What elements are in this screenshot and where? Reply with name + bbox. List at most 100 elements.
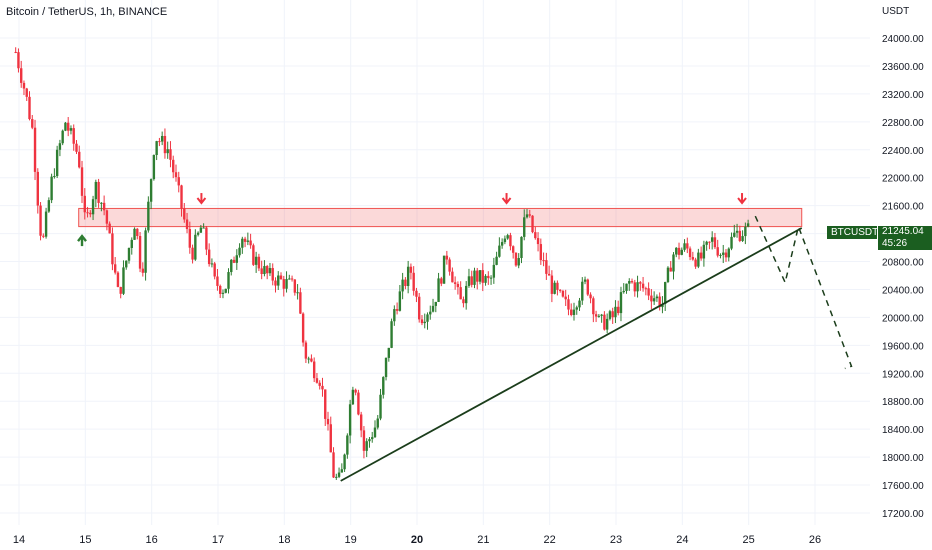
- candle-body: [583, 279, 587, 282]
- candle-body: [343, 454, 346, 470]
- candle-body: [348, 404, 352, 436]
- candle-body: [437, 278, 440, 302]
- candle-body: [641, 283, 645, 289]
- candle-body: [362, 430, 366, 451]
- y-tick-label: 17200.00: [882, 509, 924, 520]
- resistance-zone: [78, 207, 803, 228]
- candle-body: [429, 311, 432, 315]
- candle-body: [44, 211, 48, 237]
- candle-body: [647, 288, 650, 296]
- candle-body: [183, 208, 186, 220]
- price-value: 21245.04 45:26: [877, 226, 932, 250]
- candle-body: [75, 143, 78, 152]
- candle-body: [570, 309, 573, 315]
- candle-body: [100, 202, 103, 204]
- candle-body: [639, 282, 642, 284]
- candle-body: [340, 469, 344, 473]
- x-tick-label: 21: [477, 534, 489, 546]
- candle-body: [191, 247, 194, 260]
- y-tick-label: 18400.00: [882, 425, 924, 436]
- candle-body: [274, 280, 277, 286]
- candle-body: [445, 255, 449, 260]
- candle-body: [539, 244, 543, 261]
- candle-body: [207, 249, 211, 265]
- candle-body: [567, 299, 570, 310]
- candle-body: [727, 248, 730, 258]
- candle-body: [329, 424, 332, 453]
- candle-body: [691, 257, 695, 260]
- candle-body: [102, 202, 106, 211]
- candle-body: [301, 313, 305, 343]
- candle-body: [136, 228, 139, 236]
- candle-body: [210, 263, 214, 265]
- candle-body: [625, 283, 628, 291]
- candle-body: [105, 210, 109, 224]
- candle-body: [224, 288, 227, 293]
- candle-body: [58, 143, 62, 150]
- candle-body: [423, 321, 426, 324]
- down-arrow-head-icon: [501, 197, 512, 205]
- candle-body: [61, 130, 64, 144]
- y-tick-label: 19600.00: [882, 341, 924, 352]
- candle-body: [592, 298, 595, 315]
- candle-body: [152, 155, 156, 180]
- candle-body: [415, 290, 418, 297]
- candle-body: [558, 289, 562, 291]
- candle-body: [722, 252, 725, 255]
- bearish-projection-path: [754, 215, 853, 370]
- candle-body: [600, 314, 603, 316]
- candle-body: [384, 357, 388, 378]
- candle-body: [426, 314, 429, 322]
- candle-body: [351, 389, 355, 405]
- candle-body: [669, 267, 672, 272]
- candle-body: [127, 248, 131, 261]
- candle-body: [39, 205, 42, 236]
- candle-body: [265, 266, 269, 274]
- x-tick-label: 24: [676, 534, 688, 546]
- candle-body: [111, 233, 114, 265]
- candle-body: [531, 215, 534, 233]
- time-axis: 14 15 16 17 18 19 20 21 22 23 24 25 26: [13, 534, 821, 546]
- candle-body: [473, 270, 476, 285]
- candle-body: [694, 259, 697, 267]
- candle-body: [368, 439, 371, 442]
- candle-body: [166, 149, 169, 154]
- currency-label: USDT: [882, 6, 910, 17]
- candle-body: [263, 266, 266, 275]
- candle-body: [160, 135, 164, 142]
- candle-body: [420, 319, 424, 324]
- candle-body: [467, 276, 471, 286]
- candle-body: [199, 227, 203, 233]
- candle-body: [376, 418, 379, 428]
- candle-body: [708, 241, 711, 243]
- candle-body: [724, 252, 728, 258]
- candle-body: [246, 240, 250, 242]
- candle-body: [149, 179, 153, 202]
- candle-body: [534, 232, 537, 239]
- candle-body: [227, 272, 230, 289]
- candle-body: [619, 292, 623, 314]
- candle-body: [144, 230, 147, 273]
- candle-body: [489, 277, 493, 279]
- y-tick-label: 17600.00: [882, 481, 924, 492]
- y-tick-label: 22800.00: [882, 118, 924, 129]
- candle-body: [290, 278, 294, 280]
- candle-body: [514, 252, 518, 266]
- candle-body: [365, 441, 368, 451]
- candle-body: [412, 272, 415, 291]
- x-tick-label: 26: [809, 534, 821, 546]
- candle-body: [64, 122, 67, 131]
- candle-body: [630, 281, 634, 283]
- candle-body: [390, 321, 393, 348]
- candle-body: [663, 282, 667, 304]
- candle-body: [409, 266, 413, 273]
- candle-body: [478, 270, 482, 282]
- candle-body: [293, 279, 297, 293]
- candle-body: [174, 172, 178, 178]
- candle-body: [744, 226, 747, 237]
- candle-body: [710, 237, 714, 242]
- candle-body: [130, 239, 133, 249]
- candle-body: [14, 51, 17, 53]
- candle-body: [318, 382, 321, 386]
